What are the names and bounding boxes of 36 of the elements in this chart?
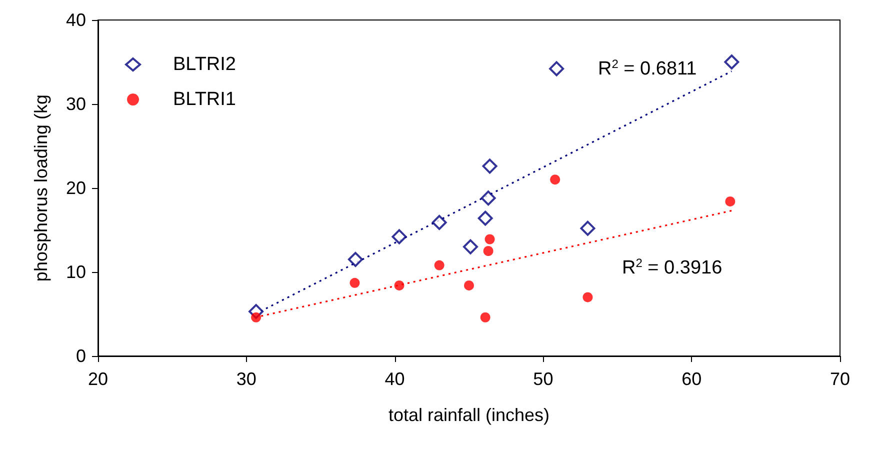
y-tick-label: 20 xyxy=(66,178,86,198)
point xyxy=(350,278,360,288)
point xyxy=(550,174,560,185)
point xyxy=(392,229,407,244)
point xyxy=(484,234,495,244)
x-tick-label: 20 xyxy=(88,369,108,389)
x-tick-label: 70 xyxy=(830,369,850,389)
y-tick-label: 10 xyxy=(66,262,86,282)
y-tick-label: 40 xyxy=(66,10,86,30)
point xyxy=(582,292,593,302)
y-tick-label: 30 xyxy=(66,94,86,114)
point xyxy=(724,54,740,70)
point xyxy=(478,210,493,226)
x-tick-label: 60 xyxy=(682,369,702,389)
point xyxy=(482,158,498,174)
point xyxy=(483,246,494,256)
point xyxy=(580,220,596,236)
point xyxy=(462,239,478,254)
x-tick-label: 30 xyxy=(236,369,256,389)
point xyxy=(725,196,736,206)
legend-label: BLTRI2 xyxy=(173,54,236,75)
legend-label: BLTRI1 xyxy=(173,89,236,110)
x-tick-label: 40 xyxy=(384,369,405,389)
point xyxy=(394,280,404,290)
x-axis-title: total rainfall (inches) xyxy=(388,405,550,425)
point xyxy=(348,252,363,267)
point xyxy=(434,260,444,270)
point xyxy=(432,214,447,230)
point xyxy=(251,312,262,322)
y-tick-label: 0 xyxy=(76,346,86,366)
point xyxy=(464,280,474,290)
point xyxy=(480,190,496,206)
y-axis-title: phosphorus loading (kg xyxy=(31,94,51,282)
point xyxy=(549,61,564,76)
x-tick-label: 50 xyxy=(533,369,554,389)
point xyxy=(480,312,490,322)
